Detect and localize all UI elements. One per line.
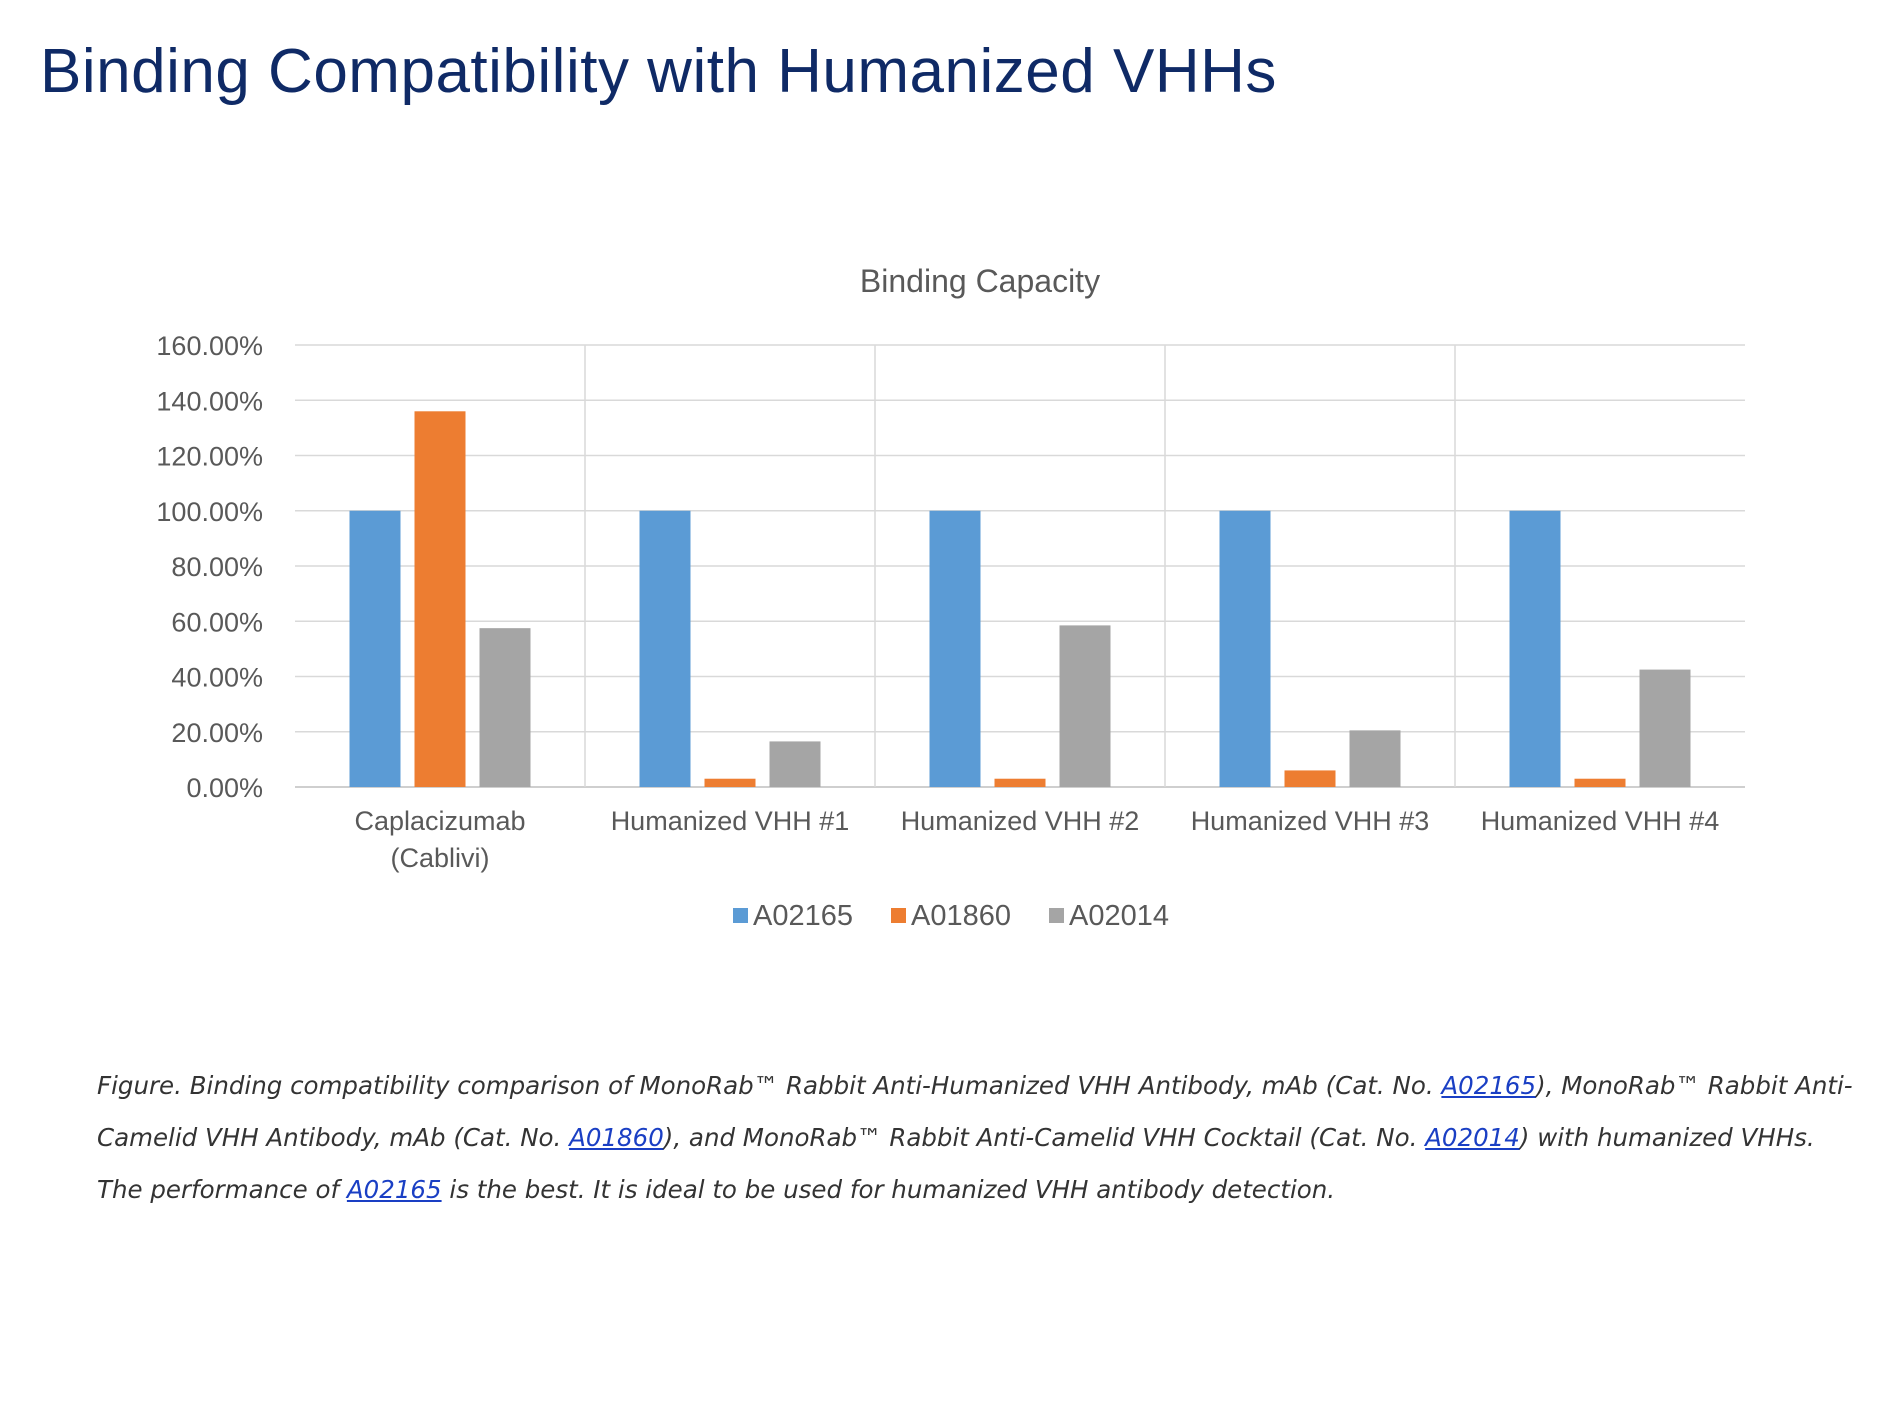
y-tick-label: 160.00% [156, 331, 263, 361]
caption-text: ), MonoRab™ Rabbit Anti-Camelid VHH Anti… [97, 1071, 1853, 1152]
link-a02014[interactable]: A02014 [1425, 1123, 1520, 1152]
bar-a02165 [639, 510, 691, 787]
figure-caption: Figure. Binding compatibility comparison… [97, 1060, 1857, 1216]
binding-capacity-chart: Binding Capacity 0.00% 20.00% 40.00% 60.00%… [156, 263, 1745, 932]
y-tick-label: 140.00% [156, 386, 263, 416]
legend-swatch [733, 908, 748, 923]
y-tick-label: 40.00% [171, 663, 263, 693]
bar-a01860 [1284, 770, 1336, 787]
x-category-label: Humanized VHH #3 [1191, 806, 1430, 836]
bar-a02165 [349, 510, 401, 787]
caption-text: ), and MonoRab™ Rabbit Anti-Camelid VHH … [663, 1123, 1426, 1152]
bar-a01860 [414, 411, 466, 787]
x-category-label: Caplacizumab [354, 806, 525, 836]
bar-a02165 [929, 510, 981, 787]
y-tick-label: 120.00% [156, 442, 263, 472]
y-tick-label: 60.00% [171, 607, 263, 637]
bar-a01860 [1574, 778, 1626, 787]
legend-label: A02014 [1069, 900, 1169, 932]
x-category-label: Humanized VHH #4 [1481, 806, 1720, 836]
caption-text: Figure. Binding compatibility comparison… [97, 1071, 1442, 1100]
x-category-label: (Cablivi) [390, 843, 489, 873]
legend-label: A01860 [911, 900, 1011, 932]
x-category-label: Humanized VHH #2 [901, 806, 1140, 836]
bar-a02014 [1059, 625, 1111, 787]
bar-a01860 [704, 778, 756, 787]
bar-a02014 [479, 628, 531, 787]
bar-a02165 [1509, 510, 1561, 787]
y-tick-label: 0.00% [186, 773, 263, 803]
bars [349, 411, 1691, 787]
bar-a02165 [1219, 510, 1271, 787]
legend-swatch [891, 908, 906, 923]
chart-title: Binding Capacity [860, 263, 1100, 299]
y-tick-label: 80.00% [171, 552, 263, 582]
bar-a02014 [1349, 730, 1401, 787]
x-axis-categories: Caplacizumab (Cablivi) Humanized VHH #1 Hum… [354, 806, 1719, 873]
link-a01860[interactable]: A01860 [569, 1123, 664, 1152]
caption-text: is the best. It is ideal to be used for … [441, 1175, 1336, 1204]
legend-swatch [1049, 908, 1064, 923]
y-tick-label: 100.00% [156, 497, 263, 527]
bar-a02014 [769, 741, 821, 787]
x-category-label: Humanized VHH #1 [611, 806, 850, 836]
y-tick-label: 20.00% [171, 718, 263, 748]
link-a02165[interactable]: A02165 [346, 1175, 442, 1204]
caption-text: ) with humanized VHHs. The performance o… [97, 1123, 1815, 1204]
bar-a02014 [1639, 669, 1691, 787]
page-title: Binding Compatibility with Humanized VHH… [40, 37, 1277, 106]
y-axis-ticks: 0.00% 20.00% 40.00% 60.00% 80.00% 100.00% 120.… [156, 331, 263, 803]
legend: A02165 A01860 A02014 [733, 900, 1169, 932]
legend-label: A02165 [753, 900, 853, 932]
gridlines [295, 344, 1745, 788]
bar-a01860 [994, 778, 1046, 787]
link-a02165[interactable]: A02165 [1441, 1071, 1537, 1100]
